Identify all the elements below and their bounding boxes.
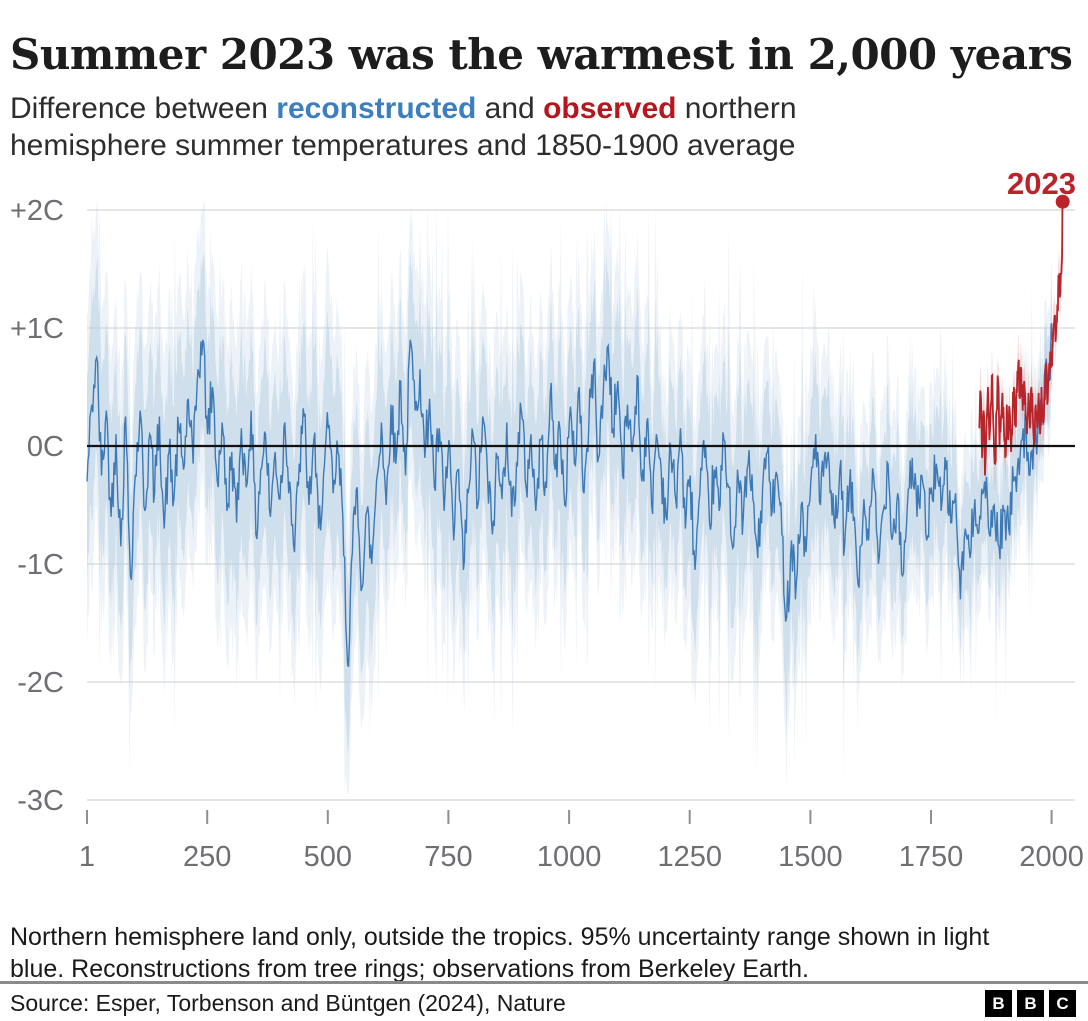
x-axis-label: 750 bbox=[424, 841, 472, 873]
subtitle-text: northern hemisphere summer temperatures … bbox=[10, 92, 797, 162]
x-axis-group: 1 250 500 750 1000 1250 1500 1750 2000 bbox=[79, 810, 1084, 873]
subtitle-text: and bbox=[476, 92, 544, 125]
reconstructed-line bbox=[86, 323, 1053, 668]
x-axis-label: 1 bbox=[79, 841, 95, 873]
chart-subtitle: Difference between reconstructed and obs… bbox=[10, 90, 960, 164]
x-axis-label: 1750 bbox=[899, 841, 964, 873]
y-axis-group: +2C +1C 0C -1C -2C -3C bbox=[10, 195, 64, 817]
endpoint-dot-2023 bbox=[1055, 194, 1070, 209]
page-title: Summer 2023 was the warmest in 2,000 yea… bbox=[10, 30, 1073, 80]
y-axis-label: +2C bbox=[10, 195, 64, 227]
source-row: Source: Esper, Torbenson and Büntgen (20… bbox=[10, 990, 1076, 1017]
x-axis-label: 250 bbox=[183, 841, 231, 873]
bbc-logo: B B C bbox=[985, 990, 1076, 1017]
y-axis-label: -2C bbox=[17, 667, 64, 699]
gridlines-group bbox=[87, 209, 1075, 801]
y-axis-label: -1C bbox=[17, 549, 64, 581]
x-axis-label: 1500 bbox=[778, 841, 843, 873]
source-divider bbox=[0, 981, 1088, 984]
bbc-logo-block-3: C bbox=[1049, 990, 1076, 1017]
y-axis-label: -3C bbox=[17, 785, 64, 817]
uncertainty-band-inner bbox=[87, 232, 1053, 756]
subtitle-keyword-reconstructed: reconstructed bbox=[276, 92, 477, 125]
chart-footnote: Northern hemisphere land only, outside t… bbox=[10, 923, 990, 983]
subtitle-text: Difference between bbox=[10, 92, 277, 125]
x-axis-label: 500 bbox=[304, 841, 352, 873]
bbc-logo-block-2: B bbox=[1017, 990, 1044, 1017]
x-axis-label: 1250 bbox=[657, 841, 722, 873]
x-axis-label: 1000 bbox=[537, 841, 602, 873]
subtitle-keyword-observed: observed bbox=[543, 92, 677, 125]
source-text: Source: Esper, Torbenson and Büntgen (20… bbox=[10, 990, 566, 1016]
y-axis-label: 0C bbox=[27, 431, 64, 463]
annotation-2023: 2023 bbox=[1007, 166, 1076, 201]
observed-line bbox=[978, 201, 1064, 476]
x-axis-label: 2000 bbox=[1019, 841, 1084, 873]
y-axis-label: +1C bbox=[10, 313, 64, 345]
bbc-logo-block-1: B bbox=[985, 990, 1012, 1017]
temperature-chart: 2023 1 250 500 750 1000 1250 1500 1750 2000 +2C+… bbox=[10, 166, 1084, 873]
